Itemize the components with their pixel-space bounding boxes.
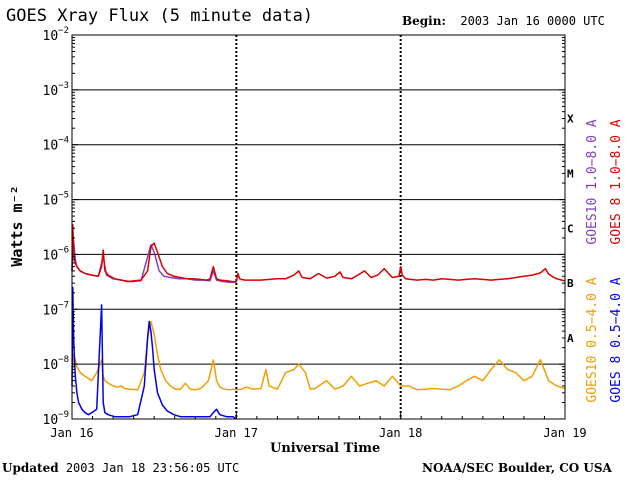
flare-class-c: C	[567, 222, 574, 235]
credit-line: NOAA/SEC Boulder, CO USA	[422, 461, 612, 475]
begin-value: 2003 Jan 16 0000 UTC	[460, 14, 605, 28]
chart-title: GOES Xray Flux (5 minute data)	[6, 6, 314, 26]
updated-value: 2003 Jan 18 23:56:05 UTC	[65, 461, 240, 475]
legend-entry-g8_short: GOES 8 0.5−4.0 A	[609, 277, 624, 402]
legend: GOES10 1.0−8.0 A GOES 8 1.0−8.0 A GOES10 0…	[585, 119, 624, 402]
legend-entry-g10_short: GOES10 0.5−4.0 A	[585, 277, 600, 402]
x-axis-label: Universal Time	[270, 441, 381, 456]
y-tick-label: 10−9	[43, 410, 70, 428]
flare-class-b: B	[567, 277, 574, 290]
y-tick-label: 10−7	[43, 300, 70, 318]
y-tick-label: 10−8	[43, 355, 70, 373]
y-tick-label: 10−5	[43, 191, 70, 209]
y-axis-label: Watts m⁻²	[8, 185, 26, 266]
flare-class-a: A	[567, 332, 574, 345]
begin-label: Begin:	[402, 14, 446, 28]
flare-class-m: M	[567, 167, 574, 180]
series-line-g8_long	[71, 223, 566, 283]
x-tick-label: Jan 19	[543, 426, 586, 440]
series-layer	[71, 223, 566, 420]
updated-label: Updated	[2, 461, 59, 475]
x-tick-label: Jan 18	[379, 426, 422, 440]
y-axis-ticks: 10−2 10−3 10−4 10−5 10−6 10−7 10−8 10−9	[43, 26, 565, 428]
begin-timestamp: Begin: 2003 Jan 16 0000 UTC	[402, 14, 605, 28]
flare-class-x: X	[567, 113, 574, 126]
updated-timestamp: Updated 2003 Jan 18 23:56:05 UTC	[2, 461, 239, 475]
y-tick-label: 10−3	[43, 81, 70, 99]
series-line-g8_short	[71, 286, 237, 420]
legend-entry-g8_long: GOES 8 1.0−8.0 A	[609, 119, 624, 244]
y-tick-label: 10−4	[43, 136, 70, 154]
x-axis-ticks: Jan 16 Jan 17 Jan 18 Jan 19	[50, 413, 587, 440]
series-line-g10_short	[71, 320, 566, 391]
y-tick-label: 10−6	[43, 245, 70, 263]
legend-entry-g10_long: GOES10 1.0−8.0 A	[585, 119, 600, 244]
flare-class-labels: X M C B A	[567, 113, 574, 345]
x-tick-label: Jan 16	[50, 426, 93, 440]
x-tick-label: Jan 17	[215, 426, 258, 440]
y-tick-label: 10−2	[43, 26, 70, 44]
